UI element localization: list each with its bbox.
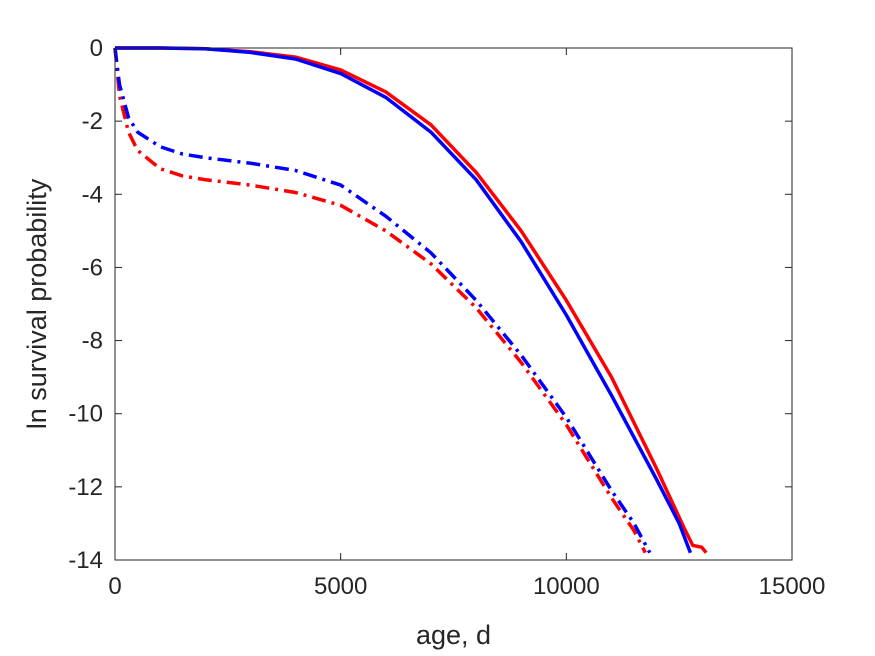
- y-axis-label: ln survival probability: [22, 178, 52, 429]
- y-tick-label: -2: [82, 108, 103, 135]
- y-tick-label: -10: [68, 401, 103, 428]
- dashdot-blue-line: [113, 47, 652, 554]
- y-tick-label: -8: [82, 328, 103, 355]
- solid-red-line: [115, 46, 708, 554]
- y-tick-label: -4: [82, 181, 103, 208]
- y-tick-label: -14: [68, 547, 103, 574]
- solid-blue-line: [115, 46, 693, 554]
- dashdot-red-line: [113, 47, 647, 554]
- tick-layer: 0 5000 10000 15000 0 -2 -4 -6 -8 -10 -12 -14: [68, 35, 825, 600]
- x-tick-label: 10000: [533, 573, 600, 600]
- x-tick-label: 5000: [314, 573, 367, 600]
- x-axis-label: age, d: [416, 620, 491, 650]
- x-tick-label: 0: [108, 573, 121, 600]
- y-tick-label: -6: [82, 254, 103, 281]
- y-tick-label: -12: [68, 474, 103, 501]
- series-layer: [113, 46, 708, 554]
- x-tick-label: 15000: [759, 573, 826, 600]
- y-tick-label: 0: [90, 35, 103, 62]
- axes-box: [114, 47, 793, 561]
